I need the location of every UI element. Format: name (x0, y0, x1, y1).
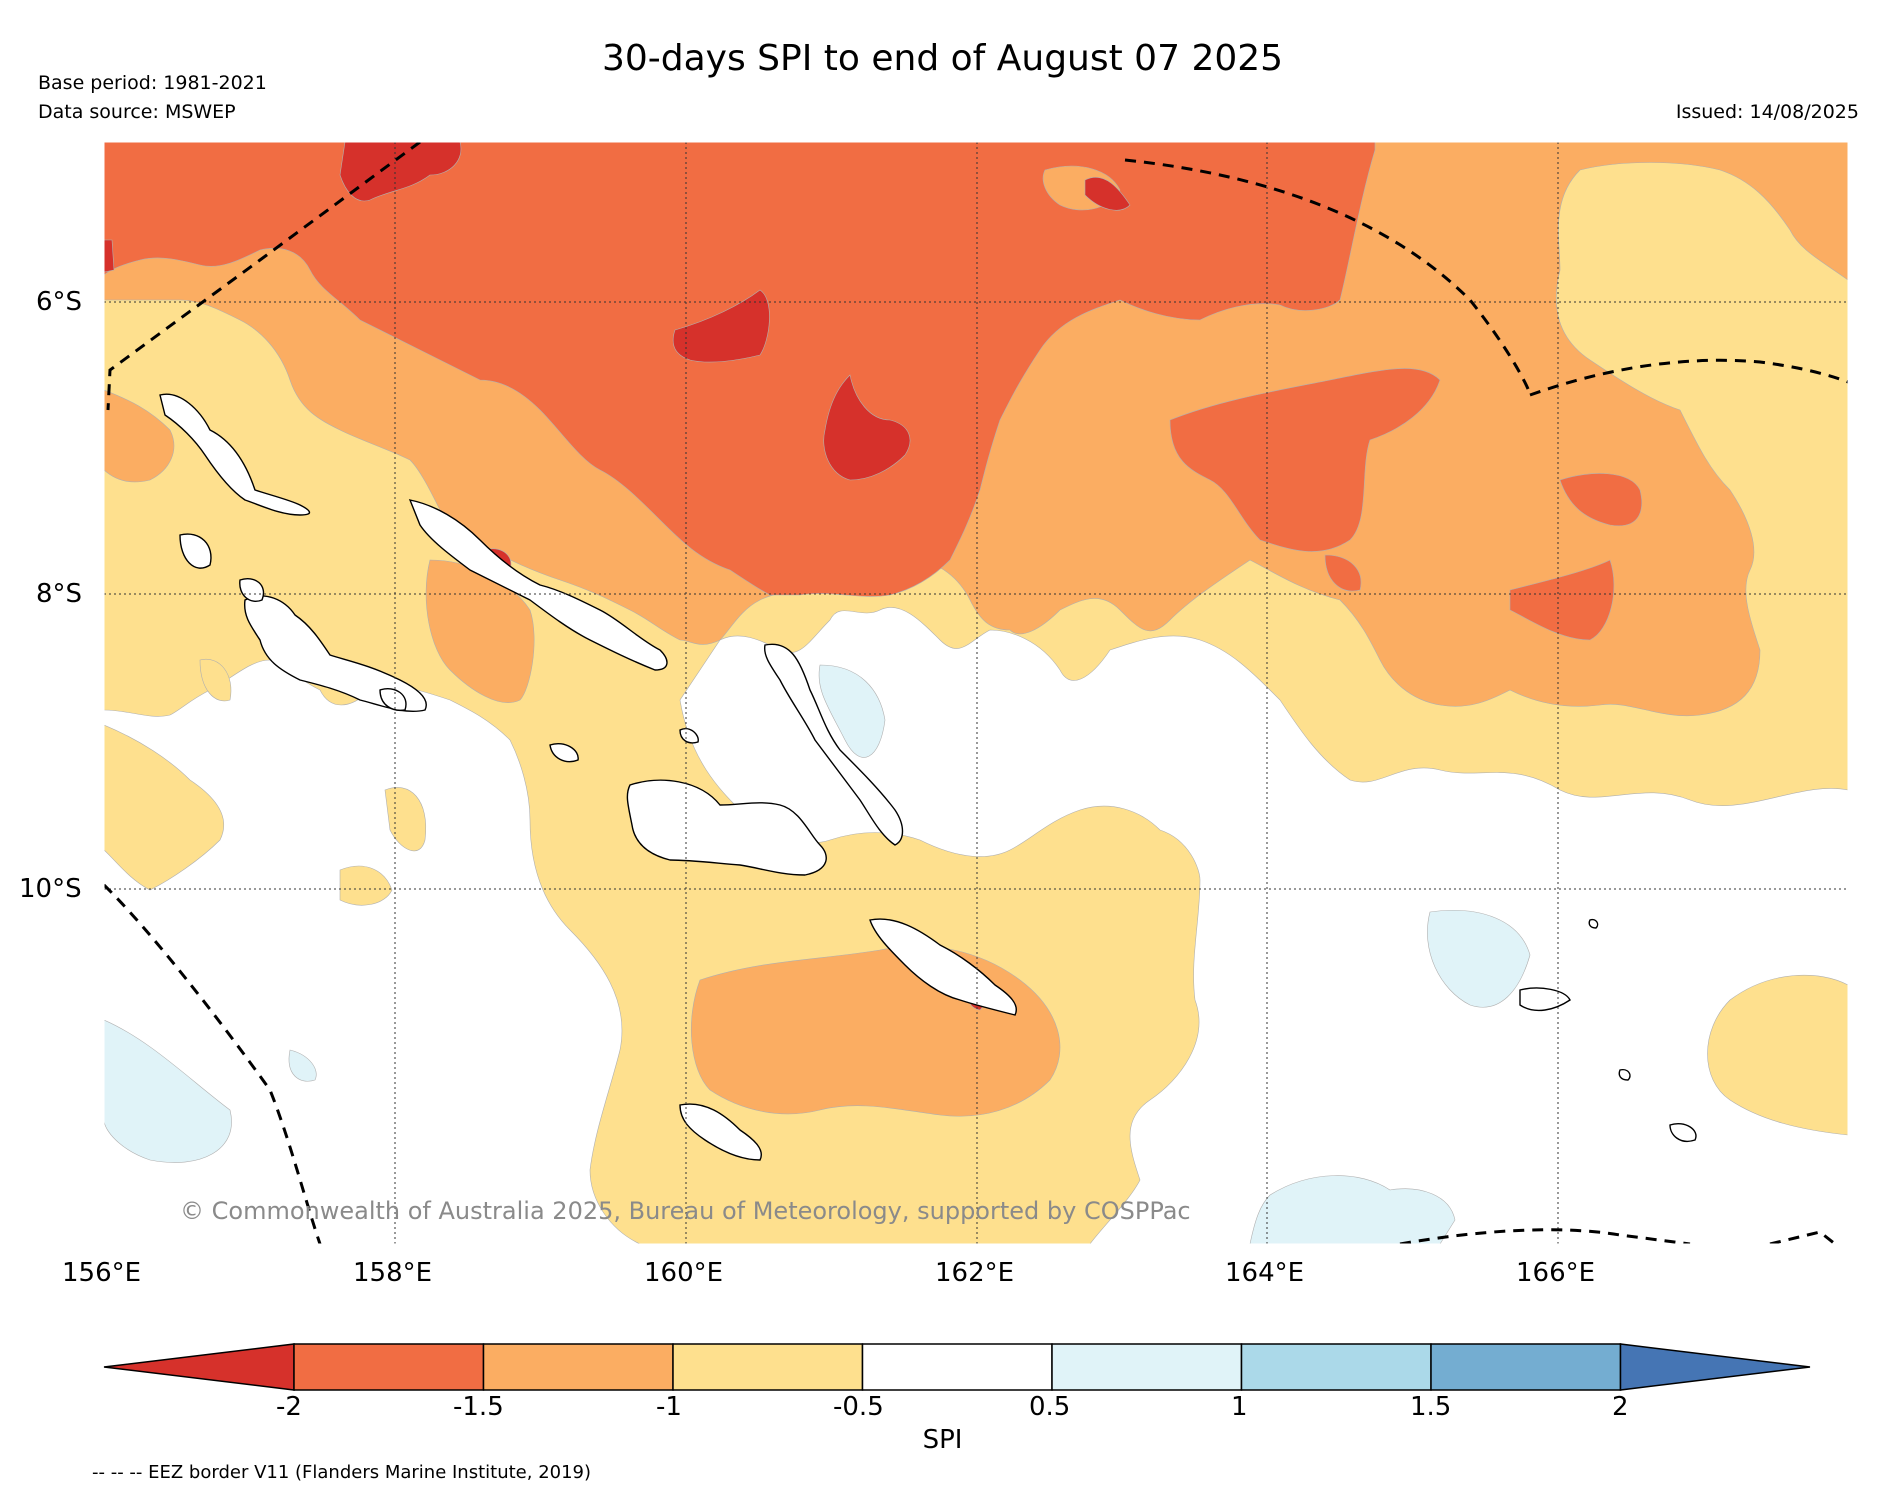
dry-exceptional (672, 289, 770, 363)
eez-legend-note: -- -- -- EEZ border V11 (Flanders Marine… (92, 1462, 592, 1483)
colorbar-bin (482, 1343, 674, 1391)
island (1669, 1123, 1697, 1142)
colorbar-extend-low (103, 1343, 295, 1391)
dry-extreme (1559, 473, 1642, 527)
island (379, 688, 407, 712)
lon-label-156e: 156°E (62, 1258, 142, 1288)
island (159, 393, 311, 516)
colorbar-bin (1240, 1343, 1432, 1391)
colorbar-bin (672, 1343, 864, 1391)
lon-label-160e: 160°E (644, 1258, 724, 1288)
dry-extreme (1324, 554, 1362, 592)
island (1618, 1068, 1631, 1081)
island (679, 1103, 762, 1161)
colorbar-bin (1051, 1343, 1243, 1391)
lat-label-10s: 10°S (19, 874, 82, 904)
island (239, 578, 265, 602)
dry-extreme (104, 142, 1376, 597)
issued-date: Issued: 14/08/2025 (1675, 101, 1859, 123)
dry-moderate (339, 865, 393, 906)
spi-field (104, 142, 1848, 1244)
island (408, 499, 668, 671)
coastlines (159, 393, 1697, 1161)
lon-label-162e: 162°E (935, 1258, 1015, 1288)
map-title: 30-days SPI to end of August 07 2025 (601, 38, 1284, 79)
lat-label-6s: 6°S (36, 287, 83, 317)
colorbar-bin (861, 1343, 1053, 1391)
wet-patch (288, 1049, 317, 1082)
map-frame (103, 141, 1849, 1245)
lat-label-8s: 8°S (36, 579, 83, 609)
island (763, 643, 904, 846)
data-source-label: Data source: MSWEP (38, 101, 236, 123)
colorbar (103, 1343, 1811, 1391)
eez-border (104, 142, 1848, 1244)
island (679, 728, 699, 744)
colorbar-tick: 1 (1231, 1392, 1248, 1422)
colorbar-bin (1430, 1343, 1622, 1391)
island (1588, 918, 1599, 929)
colorbar-tick: -1 (656, 1392, 682, 1422)
colorbar-tick: -0.5 (833, 1392, 884, 1422)
lon-label-164e: 164°E (1225, 1258, 1305, 1288)
base-period-label: Base period: 1981-2021 (38, 72, 267, 94)
colorbar-bin (293, 1343, 485, 1391)
dry-moderate (199, 658, 232, 702)
wet-patch (104, 1019, 232, 1163)
dry-moderate (1707, 974, 1848, 1136)
dry-exceptional (823, 374, 911, 481)
colorbar-tick: -1.5 (453, 1392, 504, 1422)
lon-label-166e: 166°E (1516, 1258, 1596, 1288)
dry-severe (104, 389, 175, 483)
colorbar-tick: 0.5 (1029, 1392, 1071, 1422)
island (549, 743, 579, 763)
dry-extreme (1169, 368, 1441, 552)
colorbar-tick: 2 (1612, 1392, 1629, 1422)
colorbar-tick: -2 (276, 1392, 302, 1422)
copyright-notice: © Commonwealth of Australia 2025, Bureau… (180, 1197, 1191, 1225)
island (243, 595, 427, 713)
island (179, 533, 212, 569)
wet-patch (1427, 910, 1531, 1008)
lon-label-158e: 158°E (353, 1258, 433, 1288)
dry-exceptional (104, 239, 115, 273)
graticule (104, 142, 1848, 1244)
colorbar-tick: 1.5 (1410, 1392, 1452, 1422)
wet-patch (1249, 1175, 1456, 1244)
island (626, 779, 827, 876)
island (869, 918, 1017, 1016)
colorbar-title: SPI (922, 1425, 963, 1455)
colorbar-extend-high (1619, 1343, 1811, 1391)
dry-exceptional (1084, 177, 1131, 211)
dry-severe (691, 945, 1061, 1117)
dry-moderate (104, 724, 225, 891)
wet-patch (818, 664, 886, 758)
dry-extreme (1509, 559, 1615, 641)
